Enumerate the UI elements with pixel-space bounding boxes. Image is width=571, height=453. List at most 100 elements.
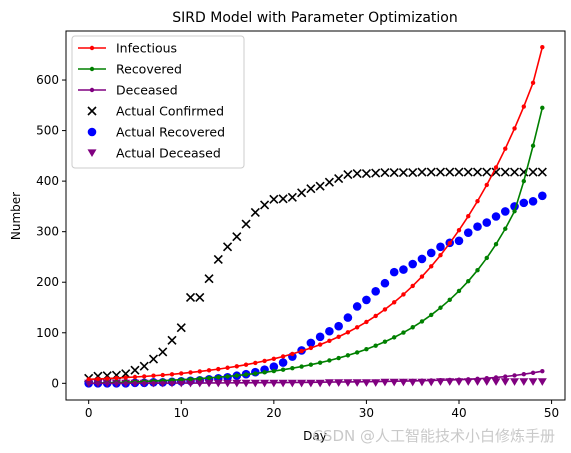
- data-point-x: [139, 361, 149, 371]
- data-point-x: [185, 292, 196, 302]
- line-point: [345, 330, 351, 335]
- data-point-x: [213, 254, 223, 265]
- line-point: [475, 198, 480, 204]
- line-point: [419, 378, 425, 383]
- line-point: [373, 379, 378, 384]
- line-point: [336, 379, 341, 385]
- line-point: [253, 360, 258, 366]
- x-tick-label: 0: [85, 406, 93, 420]
- line-point: [429, 312, 434, 318]
- line-point: [382, 307, 388, 312]
- line-point: [429, 264, 434, 269]
- line-point: [493, 165, 499, 170]
- line-point: [299, 364, 304, 369]
- line-point: [179, 371, 184, 376]
- data-point-x: [250, 207, 260, 218]
- line-point: [188, 376, 193, 382]
- data-point-triangle: [500, 378, 510, 386]
- data-point-circle: [399, 265, 408, 274]
- data-point-x: [195, 292, 205, 302]
- data-point-triangle: [482, 378, 492, 386]
- data-point-x: [158, 347, 168, 357]
- line-point: [225, 365, 230, 370]
- line-point: [225, 380, 230, 386]
- data-point-x: [352, 168, 362, 179]
- line-point: [466, 214, 471, 219]
- line-point: [438, 305, 443, 310]
- data-point-x: [417, 167, 427, 177]
- data-point-x: [500, 167, 510, 177]
- line-point: [484, 182, 489, 188]
- line-point: [104, 376, 110, 381]
- data-point-x: [472, 167, 483, 177]
- data-point-x: [121, 369, 131, 379]
- line-point: [447, 377, 452, 383]
- line-point: [280, 354, 286, 359]
- x-tick-label: 40: [451, 406, 466, 420]
- y-tick-label: 200: [36, 275, 59, 289]
- data-point-circle: [436, 242, 445, 252]
- line-point: [475, 376, 480, 381]
- legend: Infectious Recovered Deceased Actual Confir…: [71, 35, 245, 169]
- legend-point-swatch: [89, 45, 95, 51]
- data-point-circle: [306, 338, 316, 348]
- x-axis: 0 10 20 30 40 50: [85, 400, 559, 420]
- line-point: [234, 373, 240, 378]
- line-point: [484, 375, 489, 381]
- line-point: [104, 381, 110, 386]
- data-point-x: [287, 192, 297, 202]
- legend-label: Actual Deceased: [116, 146, 221, 161]
- line-point: [262, 370, 267, 375]
- line-point: [512, 126, 517, 131]
- legend-item: Infectious: [78, 41, 177, 56]
- legend-item: Recovered: [78, 62, 182, 77]
- line-point: [521, 372, 527, 377]
- line-point: [95, 381, 101, 386]
- line-point: [327, 358, 332, 363]
- line-point: [197, 369, 202, 374]
- x-tick-label: 10: [174, 406, 189, 420]
- data-point-circle: [343, 313, 353, 322]
- line-point: [336, 355, 341, 361]
- data-point-circle: [519, 198, 529, 208]
- line-point: [299, 348, 304, 354]
- data-point-x: [297, 188, 307, 198]
- line-point: [540, 105, 545, 111]
- line-point: [216, 375, 221, 380]
- y-tick-label: 100: [36, 326, 59, 340]
- line-point: [123, 381, 128, 386]
- line-point: [345, 379, 351, 385]
- plot-content: [84, 44, 547, 388]
- data-point-x: [204, 274, 214, 284]
- line-point: [206, 380, 212, 386]
- line-point: [169, 380, 175, 386]
- line-point: [142, 374, 147, 379]
- data-point-x: [445, 167, 455, 177]
- line-point: [188, 380, 193, 386]
- line-point: [475, 267, 480, 273]
- data-point-circle: [528, 197, 538, 206]
- line-point: [456, 377, 462, 382]
- y-tick-label: 400: [36, 174, 59, 188]
- data-point-circle: [334, 321, 343, 331]
- line-point: [317, 342, 323, 347]
- line-point: [290, 366, 295, 371]
- data-point-circle: [491, 212, 501, 221]
- data-point-x: [537, 167, 547, 177]
- line-point: [132, 381, 138, 386]
- line-point: [308, 345, 314, 351]
- legend-item: Deceased: [78, 83, 178, 98]
- data-point-x: [167, 335, 177, 345]
- line-point: [354, 325, 360, 330]
- line-point: [429, 378, 434, 383]
- data-point-triangle: [537, 378, 547, 386]
- line-point: [456, 288, 462, 294]
- data-point-circle: [473, 222, 482, 231]
- data-point-triangle: [87, 149, 97, 158]
- line-point: [512, 373, 517, 378]
- line-point: [410, 283, 415, 289]
- data-point-circle: [371, 287, 380, 296]
- y-tick-label: 500: [36, 124, 59, 138]
- plot-frame: [65, 30, 566, 401]
- legend-item: Actual Deceased: [87, 146, 221, 161]
